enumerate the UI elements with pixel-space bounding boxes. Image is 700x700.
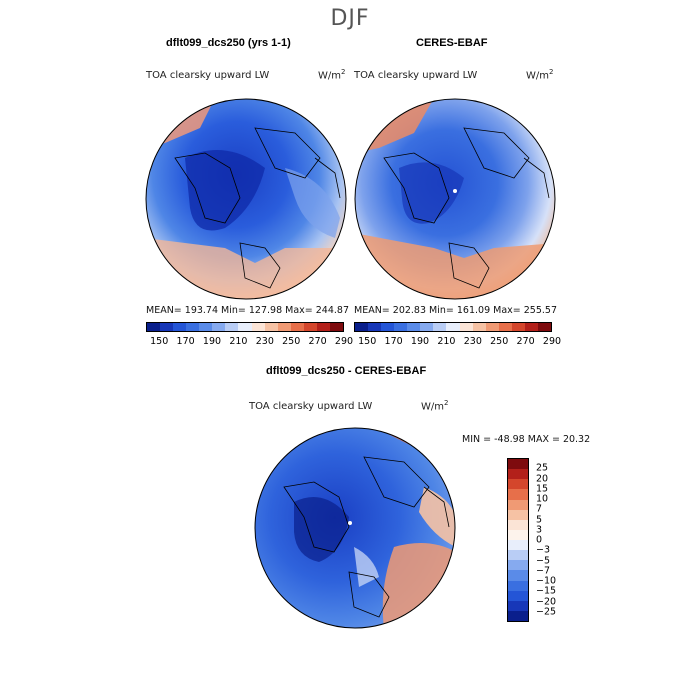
panel-2-units: W/m2 <box>526 68 554 82</box>
panel-3-minmax: MIN = -48.98 MAX = 20.32 <box>462 434 591 445</box>
colorbar-swatch <box>508 580 528 591</box>
colorbar-swatch <box>498 323 512 331</box>
colorbar-swatch <box>186 323 200 331</box>
colorbar-swatch <box>355 323 369 331</box>
colorbar-swatch <box>459 323 473 331</box>
colorbar-swatch <box>316 323 330 331</box>
colorbar-tick: 210 <box>437 336 456 347</box>
colorbar-label: −3 <box>536 544 551 556</box>
colorbar-label: 10 <box>536 493 549 505</box>
colorbar-swatch <box>508 469 528 480</box>
panel-3-polar-map <box>254 427 456 629</box>
panel-1-variable: TOA clearsky upward LW <box>146 70 270 81</box>
panel-1-units: W/m2 <box>318 68 346 82</box>
colorbar-tick: 190 <box>202 336 222 347</box>
figure-title: DJF <box>330 6 370 31</box>
colorbar-label: 5 <box>536 514 543 525</box>
colorbar-label: −15 <box>536 585 557 597</box>
colorbar-swatch <box>508 499 528 510</box>
colorbar-tick: 270 <box>308 336 327 347</box>
colorbar-swatch <box>524 323 538 331</box>
colorbar-swatch <box>508 570 528 581</box>
colorbar-label: −25 <box>536 606 557 618</box>
colorbar-label: −7 <box>536 565 551 577</box>
panel-1-stats: MEAN= 193.74 Min= 127.98 Max= 244.87 <box>146 305 350 316</box>
colorbar-label: 7 <box>536 503 543 515</box>
colorbar-swatch <box>446 323 460 331</box>
colorbar-swatch <box>485 323 499 331</box>
colorbar-tick: 270 <box>516 336 535 347</box>
panel-1-title: dflt099_dcs250 (yrs 1-1) <box>166 37 291 49</box>
colorbar-swatch <box>225 323 239 331</box>
colorbar-swatch <box>511 323 525 331</box>
colorbar-swatch <box>212 323 226 331</box>
colorbar-swatch <box>508 489 528 500</box>
colorbar-label: −5 <box>536 555 551 566</box>
panel-3-units: W/m2 <box>421 399 449 413</box>
panel-3-variable: TOA clearsky upward LW <box>249 401 373 412</box>
colorbar-swatch <box>508 519 528 530</box>
colorbar-swatch <box>381 323 395 331</box>
colorbar-tick: 230 <box>255 336 274 347</box>
colorbar-swatch <box>264 323 278 331</box>
colorbar-label: −20 <box>536 596 557 607</box>
panel-2-polar-map <box>354 98 556 300</box>
colorbar-swatch <box>277 323 291 331</box>
colorbar-swatch <box>147 323 161 331</box>
colorbar-label: 0 <box>536 534 543 546</box>
panel-1-colorbar <box>146 322 344 332</box>
colorbar-swatch <box>508 610 528 621</box>
colorbar-tick: 170 <box>384 336 403 347</box>
colorbar-tick: 250 <box>282 336 301 347</box>
colorbar-tick: 190 <box>410 336 430 347</box>
panel-2-colorbar <box>354 322 552 332</box>
colorbar-swatch <box>368 323 382 331</box>
panel-1-polar-map <box>145 98 347 300</box>
colorbar-swatch <box>329 323 343 331</box>
colorbar-label: 25 <box>536 462 549 474</box>
colorbar-swatch <box>508 550 528 561</box>
colorbar-tick: 170 <box>176 336 195 347</box>
colorbar-swatch <box>160 323 174 331</box>
colorbar-swatch <box>433 323 447 331</box>
panel-3-colorbar <box>507 458 529 622</box>
colorbar-tick: 250 <box>490 336 509 347</box>
colorbar-tick: 290 <box>542 336 562 347</box>
colorbar-tick: 230 <box>463 336 482 347</box>
colorbar-tick: 150 <box>150 336 169 347</box>
colorbar-swatch <box>508 529 528 540</box>
colorbar-swatch <box>508 509 528 520</box>
panel-2-title: CERES-EBAF <box>416 37 488 49</box>
colorbar-label: 15 <box>536 483 549 495</box>
panel-1-colorbar-ticks: 150 170 190 210 230 250 270 290 <box>146 336 353 348</box>
panel-2-colorbar-ticks: 150 170 190 210 230 250 270 290 <box>354 336 561 348</box>
panel-2-variable: TOA clearsky upward LW <box>354 70 478 81</box>
panel-2-stats: MEAN= 202.83 Min= 161.09 Max= 255.57 <box>354 305 558 316</box>
colorbar-swatch <box>420 323 434 331</box>
colorbar-tick: 290 <box>334 336 354 347</box>
colorbar-swatch <box>394 323 408 331</box>
colorbar-swatch <box>508 459 528 470</box>
colorbar-tick: 210 <box>229 336 248 347</box>
colorbar-swatch <box>199 323 213 331</box>
colorbar-tick: 150 <box>358 336 377 347</box>
colorbar-swatch <box>508 600 528 611</box>
colorbar-swatch <box>173 323 187 331</box>
colorbar-label: −10 <box>536 575 557 587</box>
panel-3-title: dflt099_dcs250 - CERES-EBAF <box>266 365 427 377</box>
colorbar-swatch <box>508 590 528 601</box>
colorbar-swatch <box>537 323 551 331</box>
colorbar-swatch <box>407 323 421 331</box>
colorbar-label: 3 <box>536 524 543 536</box>
colorbar-swatch <box>251 323 265 331</box>
colorbar-swatch <box>508 540 528 551</box>
colorbar-swatch <box>238 323 252 331</box>
panel-3-colorbar-labels: 25 20 15 10 7 5 3 0 −3 −5 −7 −10 −15 −20… <box>536 458 576 622</box>
colorbar-swatch <box>472 323 486 331</box>
colorbar-swatch <box>508 560 528 571</box>
colorbar-swatch <box>290 323 304 331</box>
colorbar-label: 20 <box>536 473 549 484</box>
colorbar-swatch <box>508 479 528 490</box>
colorbar-swatch <box>303 323 317 331</box>
